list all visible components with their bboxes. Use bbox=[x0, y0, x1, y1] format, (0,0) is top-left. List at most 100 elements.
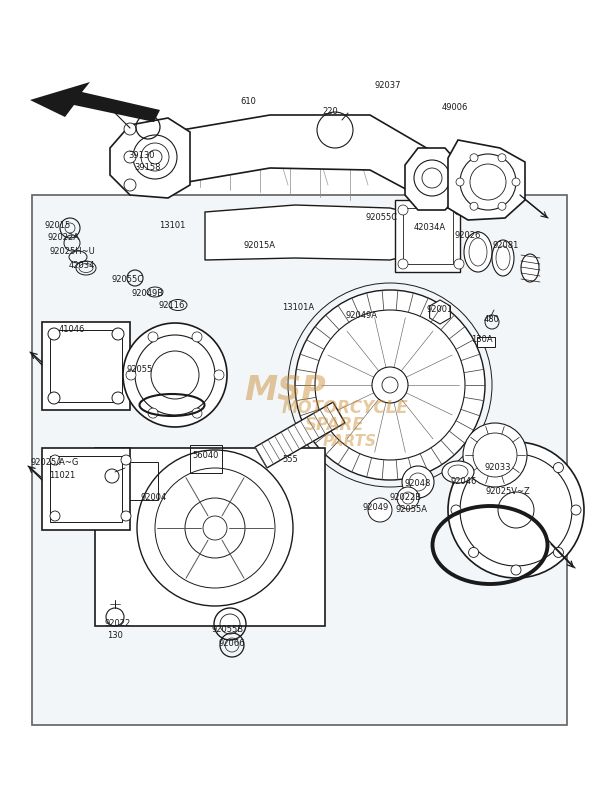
Circle shape bbox=[124, 179, 136, 191]
Text: 92049B: 92049B bbox=[132, 289, 164, 298]
Circle shape bbox=[124, 151, 136, 163]
Polygon shape bbox=[170, 115, 430, 202]
Text: 555: 555 bbox=[282, 455, 298, 465]
Circle shape bbox=[137, 450, 293, 606]
Polygon shape bbox=[255, 402, 345, 468]
Bar bbox=[42, 448, 130, 530]
Polygon shape bbox=[30, 82, 160, 122]
Text: 130A: 130A bbox=[471, 335, 493, 345]
Circle shape bbox=[214, 370, 224, 380]
Circle shape bbox=[511, 445, 521, 455]
Text: 39130: 39130 bbox=[129, 151, 155, 159]
Circle shape bbox=[121, 511, 131, 521]
Circle shape bbox=[448, 442, 584, 578]
Circle shape bbox=[470, 154, 478, 162]
Circle shape bbox=[470, 203, 478, 210]
Circle shape bbox=[148, 150, 162, 164]
Text: 49006: 49006 bbox=[442, 103, 468, 111]
Circle shape bbox=[398, 259, 408, 269]
Text: 11021: 11021 bbox=[49, 472, 75, 480]
Circle shape bbox=[121, 455, 131, 465]
Text: MOTORCYCLE: MOTORCYCLE bbox=[281, 399, 409, 417]
Circle shape bbox=[112, 392, 124, 404]
Text: 92015: 92015 bbox=[45, 221, 71, 229]
Circle shape bbox=[451, 505, 461, 515]
Text: 92116: 92116 bbox=[159, 301, 185, 309]
Text: 92001: 92001 bbox=[427, 305, 453, 315]
Circle shape bbox=[398, 205, 408, 215]
Ellipse shape bbox=[469, 238, 487, 266]
Text: 130: 130 bbox=[107, 631, 123, 641]
Circle shape bbox=[151, 351, 199, 399]
Text: 92025/A~G: 92025/A~G bbox=[31, 458, 79, 466]
Circle shape bbox=[315, 310, 465, 460]
Circle shape bbox=[470, 164, 506, 200]
Circle shape bbox=[124, 123, 136, 135]
Text: 92022: 92022 bbox=[105, 619, 131, 627]
Circle shape bbox=[192, 408, 202, 418]
Circle shape bbox=[553, 462, 563, 473]
Text: 610: 610 bbox=[240, 97, 256, 107]
Text: 92033: 92033 bbox=[485, 463, 511, 473]
Circle shape bbox=[148, 408, 158, 418]
Polygon shape bbox=[448, 140, 525, 220]
Polygon shape bbox=[205, 205, 438, 260]
Circle shape bbox=[295, 290, 485, 480]
Text: 92025H~U: 92025H~U bbox=[49, 247, 95, 257]
Text: 92081: 92081 bbox=[493, 240, 519, 250]
Circle shape bbox=[454, 205, 464, 215]
Circle shape bbox=[126, 370, 136, 380]
FancyBboxPatch shape bbox=[32, 195, 567, 725]
Bar bbox=[403, 208, 453, 264]
Text: 92022A: 92022A bbox=[48, 233, 80, 243]
Bar bbox=[395, 200, 460, 272]
Circle shape bbox=[456, 178, 464, 186]
Text: 92026: 92026 bbox=[455, 231, 481, 239]
Text: 42034: 42034 bbox=[69, 261, 95, 269]
Circle shape bbox=[460, 154, 516, 210]
Circle shape bbox=[141, 143, 169, 171]
Text: 13101A: 13101A bbox=[282, 304, 314, 312]
Text: 56040: 56040 bbox=[193, 451, 219, 459]
Ellipse shape bbox=[496, 246, 510, 270]
Text: 92048: 92048 bbox=[405, 480, 431, 488]
Text: 480: 480 bbox=[484, 316, 500, 324]
Circle shape bbox=[469, 462, 479, 473]
Text: 92049: 92049 bbox=[363, 503, 389, 513]
Text: 41046: 41046 bbox=[59, 326, 85, 334]
Text: 92049A: 92049A bbox=[346, 311, 378, 319]
Circle shape bbox=[368, 498, 392, 522]
Ellipse shape bbox=[464, 232, 492, 272]
Text: 92004: 92004 bbox=[141, 494, 167, 502]
Text: 13101: 13101 bbox=[159, 221, 185, 229]
Text: 92055C: 92055C bbox=[112, 276, 144, 284]
Text: 92022B: 92022B bbox=[390, 492, 422, 502]
Polygon shape bbox=[110, 118, 190, 198]
Text: 92037: 92037 bbox=[375, 81, 401, 89]
Circle shape bbox=[414, 160, 450, 196]
Bar bbox=[32, 195, 567, 725]
Circle shape bbox=[133, 135, 177, 179]
Circle shape bbox=[463, 423, 527, 487]
Circle shape bbox=[123, 323, 227, 427]
Text: 42034A: 42034A bbox=[414, 224, 446, 232]
Text: 92025V~Z: 92025V~Z bbox=[485, 487, 530, 496]
Circle shape bbox=[512, 178, 520, 186]
Circle shape bbox=[454, 259, 464, 269]
Circle shape bbox=[397, 487, 419, 509]
Circle shape bbox=[48, 392, 60, 404]
Bar bbox=[50, 456, 122, 522]
Text: 92055: 92055 bbox=[127, 366, 153, 374]
Text: 39158: 39158 bbox=[135, 163, 161, 173]
Circle shape bbox=[135, 335, 215, 415]
Text: 92055B: 92055B bbox=[212, 626, 244, 634]
Circle shape bbox=[50, 511, 60, 521]
Bar bbox=[42, 322, 130, 410]
Text: SPARE: SPARE bbox=[305, 416, 365, 434]
Ellipse shape bbox=[521, 254, 539, 282]
Circle shape bbox=[422, 168, 442, 188]
Circle shape bbox=[571, 505, 581, 515]
Bar bbox=[108, 462, 158, 500]
Bar bbox=[477, 337, 495, 347]
Circle shape bbox=[553, 547, 563, 557]
